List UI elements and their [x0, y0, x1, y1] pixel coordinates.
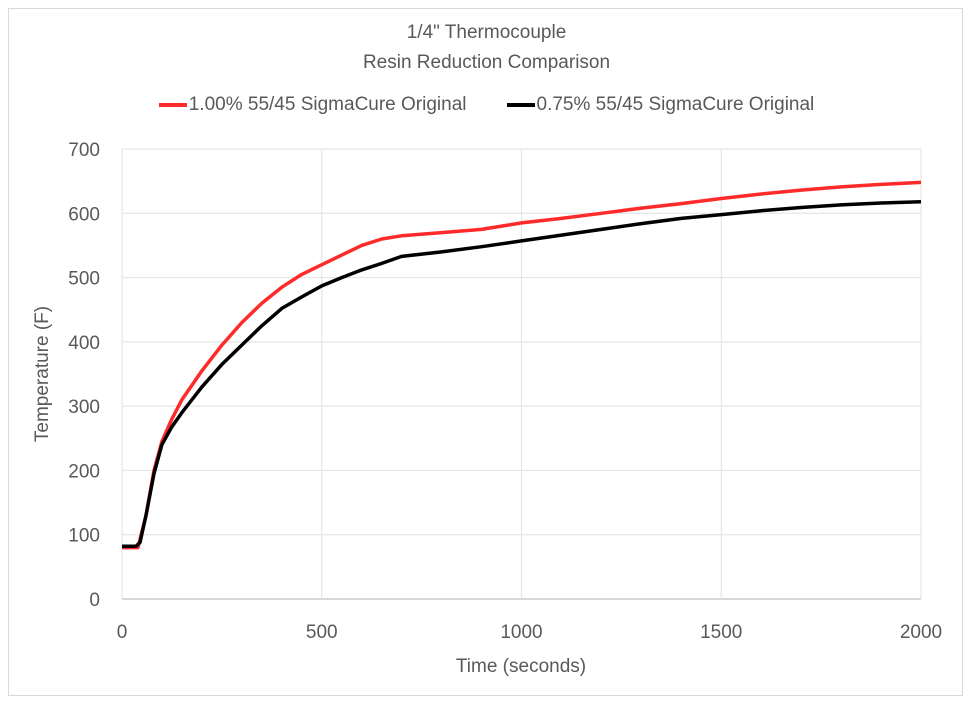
chart-frame — [8, 8, 963, 696]
legend-label: 0.75% 55/45 SigmaCure Original — [536, 94, 815, 115]
y-axis-label: Temperature (F) — [32, 306, 53, 442]
y-tick-label: 500 — [68, 269, 100, 290]
y-tick-label: 300 — [68, 397, 100, 418]
legend: 1.00% 55/45 SigmaCure Original 0.75% 55/… — [0, 94, 973, 116]
y-tick-label: 700 — [68, 140, 100, 161]
y-tick-label: 600 — [68, 204, 100, 225]
y-tick-label: 400 — [68, 333, 100, 354]
chart-title: 1/4" Thermocouple — [406, 22, 567, 43]
legend-item-2: 0.75% 55/45 SigmaCure Original — [506, 94, 815, 116]
x-tick-label: 1000 — [500, 622, 542, 643]
x-tick-label: 2000 — [900, 622, 942, 643]
legend-item-1: 1.00% 55/45 SigmaCure Original — [158, 94, 467, 116]
legend-label: 1.00% 55/45 SigmaCure Original — [188, 94, 467, 115]
x-tick-label: 500 — [306, 622, 338, 643]
x-tick-label: 0 — [117, 622, 128, 643]
y-tick-label: 200 — [68, 461, 100, 482]
x-axis-label: Time (seconds) — [456, 656, 586, 677]
y-tick-label: 100 — [68, 526, 100, 547]
series-line-2 — [122, 199, 922, 549]
x-tick-label: 1500 — [700, 622, 742, 643]
legend-swatch — [158, 103, 187, 107]
chart-subtitle: Resin Reduction Comparison — [362, 52, 611, 73]
series-line-1 — [122, 180, 922, 550]
y-tick-label: 0 — [89, 590, 100, 611]
legend-swatch — [506, 103, 535, 107]
